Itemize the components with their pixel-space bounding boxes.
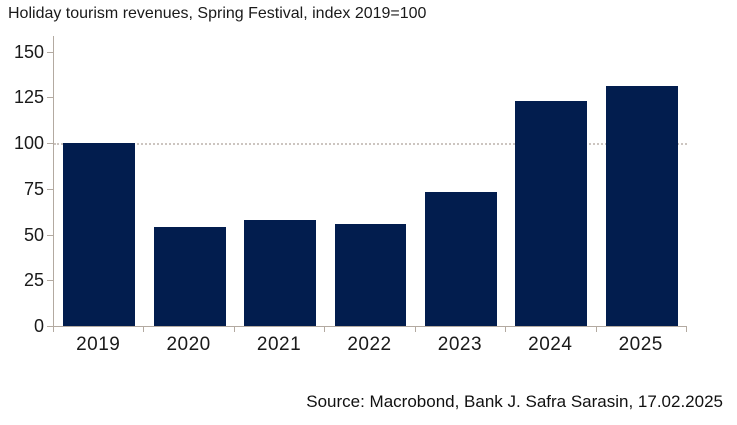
bar-slot-2025 bbox=[597, 36, 687, 326]
y-tick-75 bbox=[47, 188, 53, 190]
bars-group bbox=[54, 36, 687, 326]
bar-2024 bbox=[515, 100, 588, 326]
x-label-2021: 2021 bbox=[256, 334, 302, 355]
x-tick-5 bbox=[505, 327, 507, 332]
y-tick-label-125: 125 bbox=[13, 87, 44, 108]
y-tick-50 bbox=[47, 234, 53, 236]
bar-slot-2024 bbox=[506, 36, 596, 326]
y-tick-25 bbox=[47, 280, 53, 282]
y-tick-label-75: 75 bbox=[23, 178, 44, 199]
source-caption: Source: Macrobond, Bank J. Safra Sarasin… bbox=[306, 392, 723, 411]
y-tick-0 bbox=[47, 326, 53, 327]
x-tick-2 bbox=[233, 327, 235, 332]
y-tick-label-150: 150 bbox=[13, 41, 44, 62]
x-tick-0 bbox=[53, 327, 54, 332]
y-axis-line bbox=[53, 36, 54, 327]
chart-title: Holiday tourism revenues, Spring Festiva… bbox=[8, 5, 427, 22]
x-axis-labels: 2019 2020 2021 2022 2023 2024 2025 bbox=[53, 334, 686, 356]
bar-2023 bbox=[424, 192, 497, 326]
bar-2019 bbox=[63, 143, 136, 326]
bar-slot-2023 bbox=[416, 36, 506, 326]
bar-2020 bbox=[153, 227, 226, 326]
x-tick-3 bbox=[324, 327, 326, 332]
y-tick-100 bbox=[47, 143, 53, 145]
x-axis-line bbox=[53, 326, 687, 327]
x-label-2024: 2024 bbox=[528, 334, 573, 355]
x-label-2022: 2022 bbox=[347, 334, 392, 355]
x-tick-6 bbox=[595, 327, 597, 332]
y-tick-125 bbox=[47, 97, 53, 99]
y-tick-label-100: 100 bbox=[13, 133, 44, 154]
x-label-2020: 2020 bbox=[166, 334, 211, 355]
bar-2021 bbox=[244, 219, 316, 326]
y-tick-label-25: 25 bbox=[23, 270, 44, 291]
x-label-2019: 2019 bbox=[76, 334, 121, 355]
bar-slot-2022 bbox=[325, 36, 415, 326]
x-tick-1 bbox=[143, 327, 145, 332]
bar-2025 bbox=[605, 86, 678, 326]
x-tick-7 bbox=[686, 327, 687, 332]
bar-slot-2020 bbox=[144, 36, 234, 326]
bar-slot-2019 bbox=[54, 36, 144, 326]
x-tick-4 bbox=[414, 327, 416, 332]
bar-2022 bbox=[334, 223, 407, 326]
x-label-2025: 2025 bbox=[618, 334, 663, 355]
reference-gridline-100 bbox=[54, 143, 687, 146]
bar-slot-2021 bbox=[235, 36, 325, 326]
x-label-2023: 2023 bbox=[437, 334, 483, 355]
y-tick-label-50: 50 bbox=[23, 224, 44, 245]
y-tick-label-0: 0 bbox=[33, 316, 44, 336]
y-tick-150 bbox=[47, 51, 53, 53]
